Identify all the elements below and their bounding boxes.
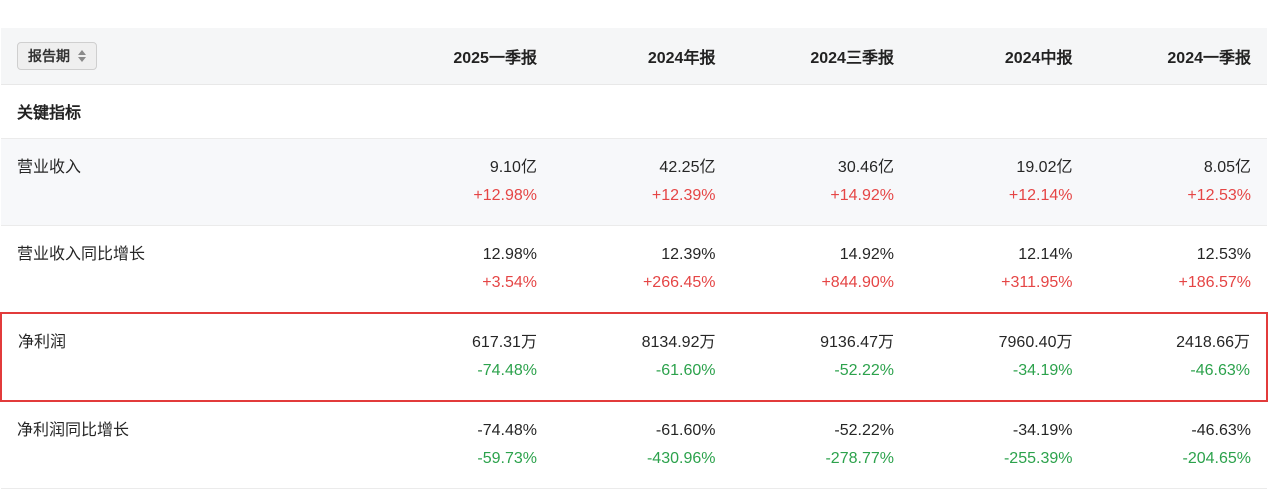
cell-change: +12.53%	[1187, 186, 1251, 204]
data-cell: 12.98% +3.54%	[374, 225, 553, 313]
row-label: 营业收入同比增长	[17, 245, 146, 263]
cell-value: 12.98%	[482, 245, 537, 263]
cell-value: 19.02亿	[1016, 158, 1073, 176]
data-cell: 9.10亿 +12.98%	[374, 138, 553, 226]
cell-value: 2418.66万	[1176, 333, 1250, 351]
report-period-sort-button[interactable]: 报告期	[17, 41, 97, 70]
sort-button-label: 报告期	[28, 47, 70, 64]
cell-change: +12.98%	[473, 186, 537, 204]
cell-change: -430.96%	[646, 449, 716, 467]
section-title: 关键指标	[1, 84, 375, 139]
data-cell: 8.05亿 +12.53%	[1088, 138, 1267, 226]
cell-change: +12.39%	[651, 186, 716, 204]
data-cell: 30.46亿 +14.92%	[731, 138, 910, 226]
column-header-2025q1: 2025一季报	[374, 28, 553, 85]
column-header-2024q1: 2024一季报	[1088, 28, 1267, 85]
cell-value: 30.46亿	[837, 158, 894, 176]
cell-value: 9.10亿	[489, 158, 537, 176]
cell-value: -46.63%	[1191, 421, 1251, 439]
cell-change: +3.54%	[482, 273, 537, 291]
cell-value: 12.39%	[661, 245, 716, 263]
data-cell: 2418.66万 -46.63%	[1088, 311, 1268, 402]
row-label: 营业收入	[17, 158, 82, 176]
cell-change: -61.60%	[655, 361, 716, 379]
data-cell: 14.92% +844.90%	[731, 225, 910, 313]
column-header-2024q3: 2024三季报	[731, 28, 910, 85]
cell-value: 9136.47万	[820, 333, 894, 351]
column-header-2024interim: 2024中报	[909, 28, 1089, 85]
cell-change: +12.14%	[1008, 186, 1073, 204]
section-row-key-indicators: 关键指标	[1, 84, 1267, 139]
cell-value: 12.53%	[1196, 245, 1251, 263]
cell-change: +14.92%	[830, 186, 894, 204]
cell-value: -52.22%	[834, 421, 894, 439]
data-cell: -52.22% -278.77%	[731, 400, 910, 489]
cell-change: +186.57%	[1178, 273, 1251, 291]
data-cell: 19.02亿 +12.14%	[909, 138, 1089, 226]
data-cell: 7960.40万 -34.19%	[909, 311, 1089, 402]
sort-arrows-icon	[78, 49, 86, 62]
column-header-2024annual: 2024年报	[552, 28, 732, 85]
cell-change: +844.90%	[821, 273, 894, 291]
cell-value: 42.25亿	[659, 158, 716, 176]
table-row-net-profit: 净利润 617.31万 -74.48% 8134.92万 -61.60% 913…	[0, 311, 1268, 402]
report-period-header-cell: 报告期	[1, 28, 375, 85]
cell-change: -52.22%	[834, 361, 894, 379]
data-cell: 12.14% +311.95%	[909, 225, 1089, 313]
data-cell: -74.48% -59.73%	[374, 400, 553, 489]
table-row-revenue-yoy: 营业收入同比增长 12.98% +3.54% 12.39% +266.45% 1…	[1, 225, 1267, 313]
table-row-net-profit-yoy: 净利润同比增长 -74.48% -59.73% -61.60% -430.96%…	[1, 400, 1267, 489]
cell-value: 7960.40万	[998, 333, 1073, 351]
row-label: 净利润同比增长	[17, 421, 130, 439]
data-cell: 12.53% +186.57%	[1088, 225, 1267, 313]
cell-value: -61.60%	[655, 421, 716, 439]
cell-change: +311.95%	[1001, 273, 1073, 291]
cell-change: -46.63%	[1190, 361, 1250, 379]
cell-value: 12.14%	[1018, 245, 1073, 263]
cell-change: -34.19%	[1012, 361, 1073, 379]
table-header-row: 报告期 2025一季报 2024年报 2024三季报 2024中报 2024一季…	[1, 28, 1267, 85]
cell-value: -74.48%	[477, 421, 537, 439]
data-cell: 9136.47万 -52.22%	[731, 311, 910, 402]
data-cell: 12.39% +266.45%	[552, 225, 732, 313]
cell-change: -74.48%	[477, 361, 537, 379]
cell-value: -34.19%	[1012, 421, 1073, 439]
cell-change: -255.39%	[1003, 449, 1073, 467]
data-cell: 8134.92万 -61.60%	[552, 311, 732, 402]
data-cell: -61.60% -430.96%	[552, 400, 732, 489]
cell-value: 8134.92万	[641, 333, 716, 351]
cell-value: 8.05亿	[1203, 158, 1251, 176]
cell-change: -59.73%	[477, 449, 537, 467]
table-row-revenue: 营业收入 9.10亿 +12.98% 42.25亿 +12.39% 30.46亿…	[1, 138, 1267, 226]
cell-change: -278.77%	[825, 449, 894, 467]
data-cell: -46.63% -204.65%	[1088, 400, 1267, 489]
data-cell: 42.25亿 +12.39%	[552, 138, 732, 226]
cell-change: +266.45%	[642, 273, 716, 291]
row-label: 净利润	[18, 333, 67, 351]
cell-change: -204.65%	[1182, 449, 1252, 467]
data-cell: -34.19% -255.39%	[909, 400, 1089, 489]
cell-value: 617.31万	[472, 333, 537, 351]
data-cell: 617.31万 -74.48%	[374, 311, 553, 402]
cell-value: 14.92%	[839, 245, 894, 263]
